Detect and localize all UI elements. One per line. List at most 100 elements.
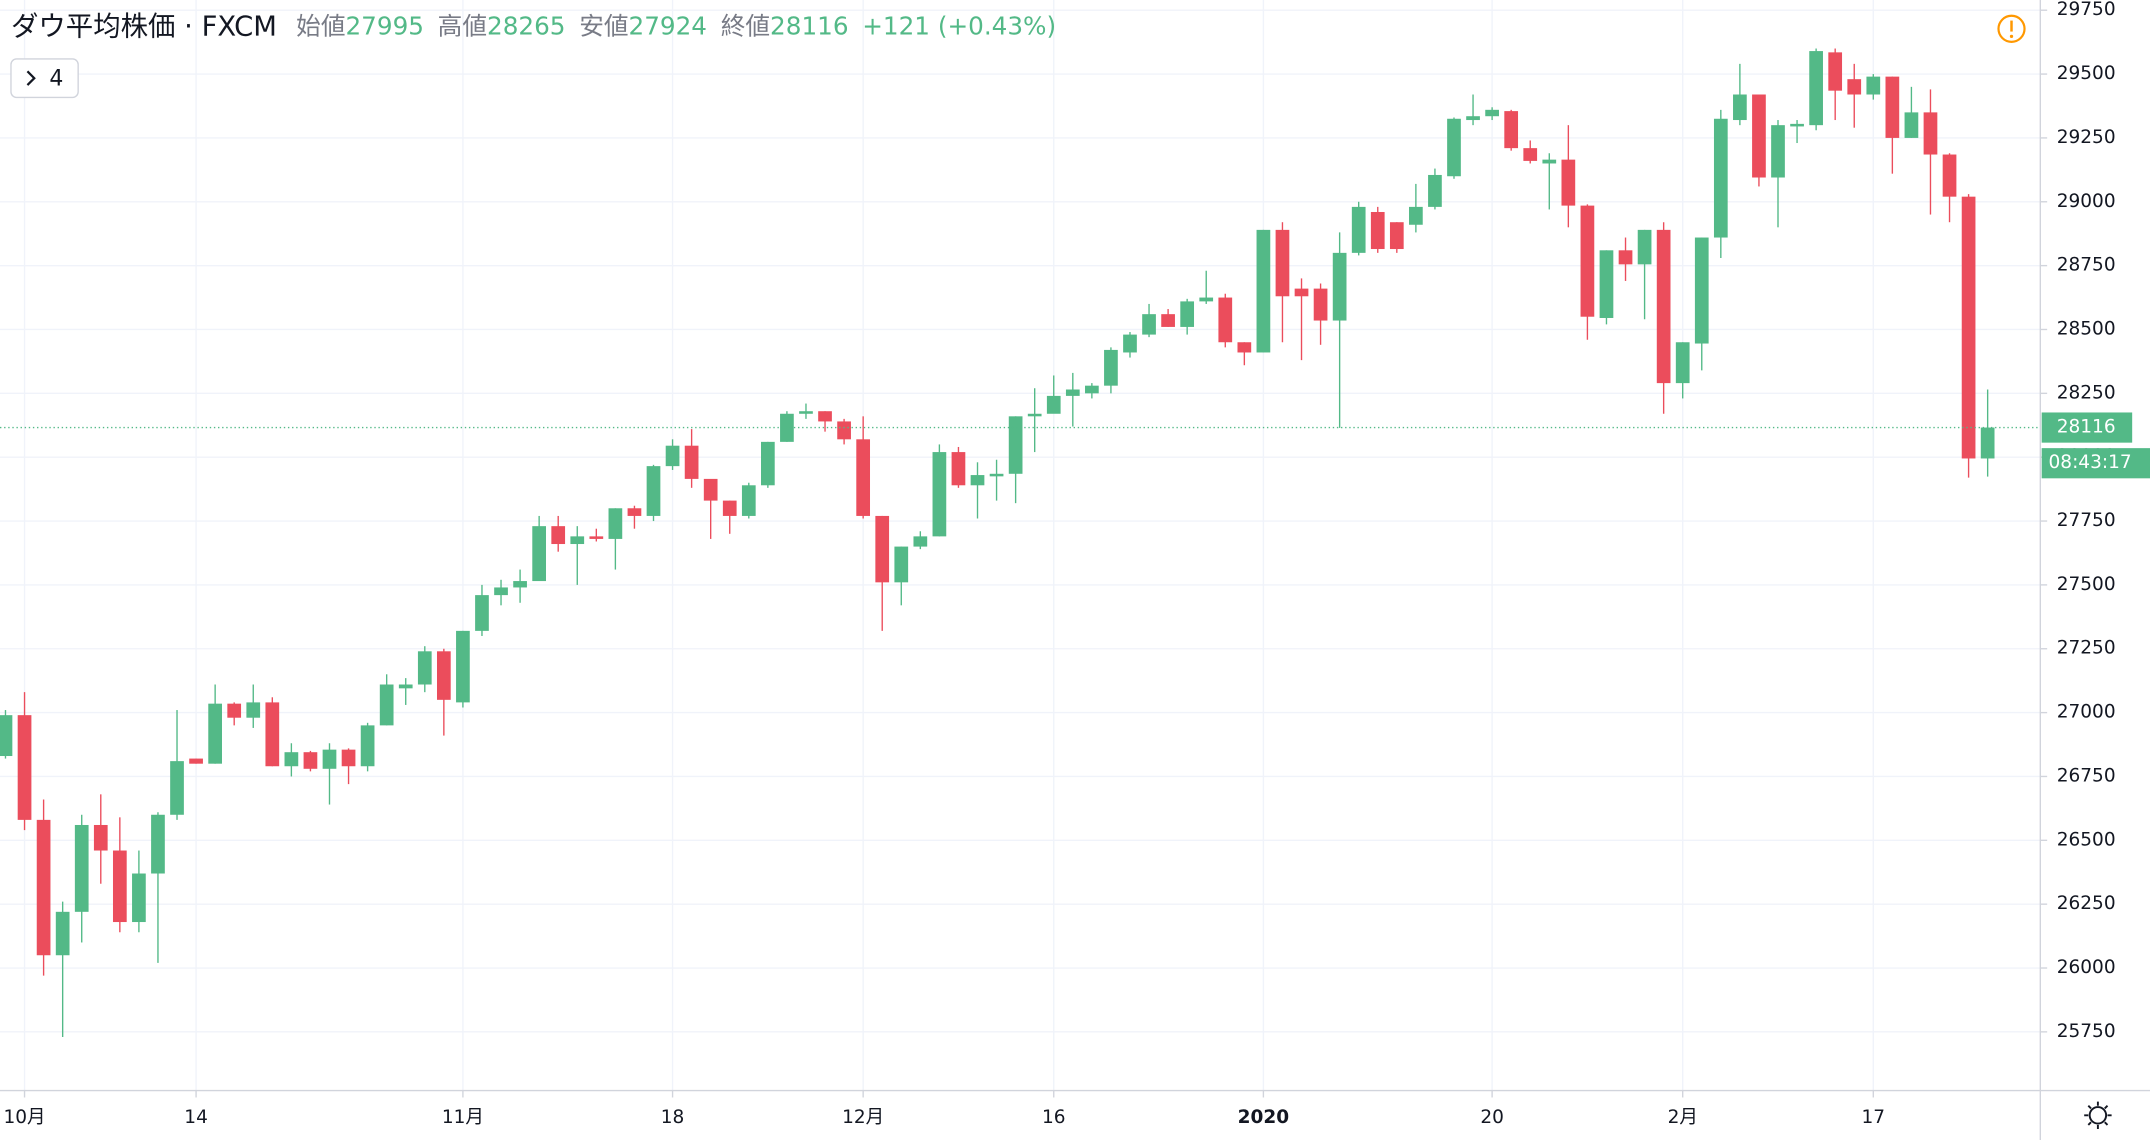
candle-body [93,824,108,851]
candle-body [1104,349,1118,386]
candle-body [1675,342,1690,384]
button[interactable] [10,58,79,99]
candle-body [513,581,527,588]
candle-body [398,684,413,689]
value: 27995 [345,11,423,40]
candle-body [456,630,470,703]
candle-body [684,445,699,479]
candle-body [1923,112,1938,155]
x-tick-label: 2月 [1668,1107,1698,1128]
candle-body [246,702,261,718]
candle-body [265,702,280,767]
candle-body [1790,123,1804,127]
candle-body [1542,159,1557,164]
x-tick-label: 18 [661,1107,685,1128]
candle-body [1656,229,1671,384]
chevron [26,70,36,86]
candle-body [341,749,356,767]
candle-body [1275,229,1290,297]
candle-body [932,452,947,537]
candle-body [1809,51,1823,126]
label: 安値 [579,11,628,40]
candle-body [417,651,432,685]
candle-body [1256,229,1271,353]
candle-body [1085,385,1099,394]
candle-body [1332,252,1347,321]
candle-body [1961,196,1976,459]
candle-body [1904,112,1919,138]
candle-body [1752,94,1766,178]
candle-body [0,715,13,757]
x-tick-label: 10月 [4,1107,46,1128]
candle-body [665,445,680,467]
candle-body [55,911,70,956]
change: +121 (+0.43%) [862,11,1056,40]
candle-body [1466,116,1480,121]
candle-body [913,536,928,547]
candle-body [818,411,832,422]
x-tick-label: 12月 [842,1107,884,1128]
candle-body [436,651,451,700]
candle-body [1580,205,1595,317]
candle-body [551,526,566,545]
x-tick-label: 11月 [442,1107,484,1128]
y-tick-label: 27250 [2057,638,2116,659]
candle-body [1885,76,1900,138]
value: 27924 [629,11,707,40]
candle-body [475,595,489,631]
candle-body [112,850,127,923]
y-tick-label: 25750 [2057,1021,2116,1042]
x-tick-label: 16 [1042,1107,1066,1128]
last-price-badge [2041,412,2133,443]
candle-body [360,725,375,767]
x-tick-label: 17 [1862,1107,1886,1128]
icon-part [2009,34,2014,38]
title: ダウ平均株価 · FXCM [11,11,277,42]
candle-body [322,749,337,769]
candle-body [989,473,1004,477]
candle-body [208,703,222,764]
candle-body [856,439,871,516]
candle-body [741,485,756,516]
candle-body [1237,342,1252,353]
candle-body [1161,314,1175,327]
candle-body [170,761,184,815]
icon[interactable] [2088,1106,2108,1125]
candle-body [970,475,985,486]
y-tick-label: 27500 [2057,574,2116,595]
candle-body [1523,148,1538,161]
x-tick-label: 14 [184,1107,208,1128]
y-tick-label: 26750 [2057,765,2116,786]
candle-body [132,873,146,923]
candle-body [1046,395,1061,414]
candle-body [17,715,32,820]
candle-body [951,452,966,486]
y-tick-label: 28500 [2057,318,2116,339]
candle-body [761,441,775,486]
candle-body [1980,427,1995,459]
warning-icon[interactable] [1997,14,2026,43]
candle-body [1065,389,1080,396]
icon[interactable] [1997,14,2026,43]
candle-body [1828,52,1843,91]
candle-body [1847,79,1862,95]
candle-body [570,536,585,545]
candle-body [1694,237,1709,344]
candle-body [627,508,642,516]
indicator-toggle[interactable]: 4 [10,58,79,99]
label: 高値 [438,11,487,40]
candle-body [379,684,394,726]
y-tick-label: 27750 [2057,510,2116,531]
settings-icon[interactable] [2084,1101,2112,1130]
candle-body [799,411,813,414]
label: 終値 [721,11,770,40]
candle-body [589,536,604,539]
candle-body [894,546,909,583]
candle-body [1637,229,1652,265]
candle-body [1942,154,1957,197]
candle-body [646,466,661,516]
candle-body [1313,288,1328,321]
candle-body [189,758,203,764]
candle-body [1199,297,1214,302]
